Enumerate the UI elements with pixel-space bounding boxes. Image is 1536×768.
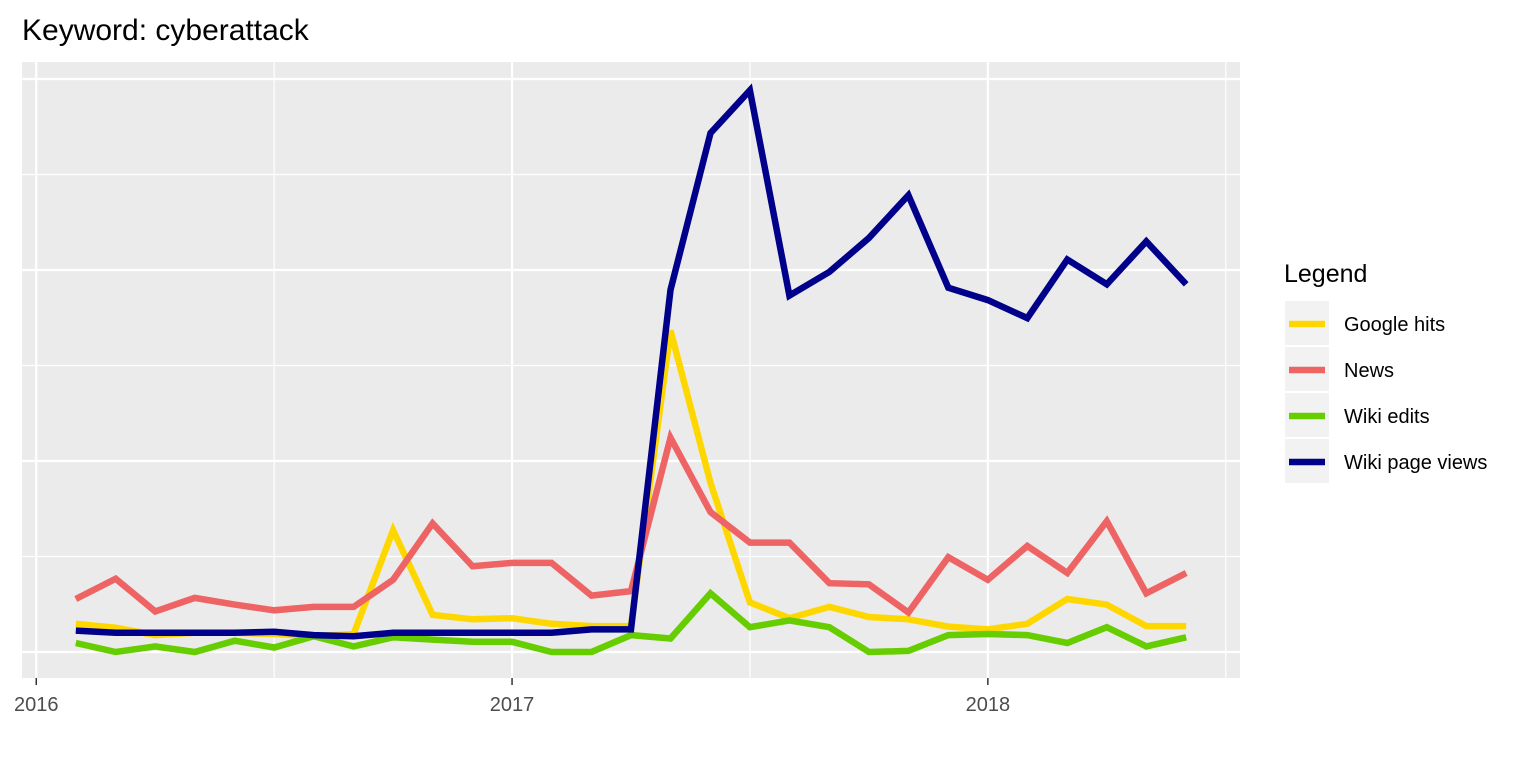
x-tick-label: 2016 (14, 694, 59, 716)
x-axis: 2016 2017 2018 (14, 678, 1010, 716)
plot-panel (22, 62, 1240, 678)
legend-item-label: Wiki edits (1344, 406, 1430, 428)
legend: Legend Google hits News Wiki edits Wiki pag… (1284, 260, 1487, 483)
series-line-wiki-page-views (75, 83, 1189, 640)
series-lines (74, 83, 1189, 656)
legend-item-label: Google hits (1344, 314, 1445, 336)
series-line-news (74, 428, 1188, 618)
legend-title: Legend (1284, 260, 1367, 288)
series-line-wiki-edits (75, 588, 1187, 656)
minor-gridlines (22, 62, 1240, 678)
major-gridlines (22, 62, 1240, 678)
x-tick-label: 2017 (490, 694, 535, 716)
chart-title: Keyword: cyberattack (22, 14, 310, 47)
legend-item-label: Wiki page views (1344, 452, 1487, 474)
legend-items: Google hits News Wiki edits Wiki page views (1285, 301, 1487, 483)
x-tick-label: 2018 (966, 694, 1011, 716)
legend-item-label: News (1344, 360, 1394, 382)
